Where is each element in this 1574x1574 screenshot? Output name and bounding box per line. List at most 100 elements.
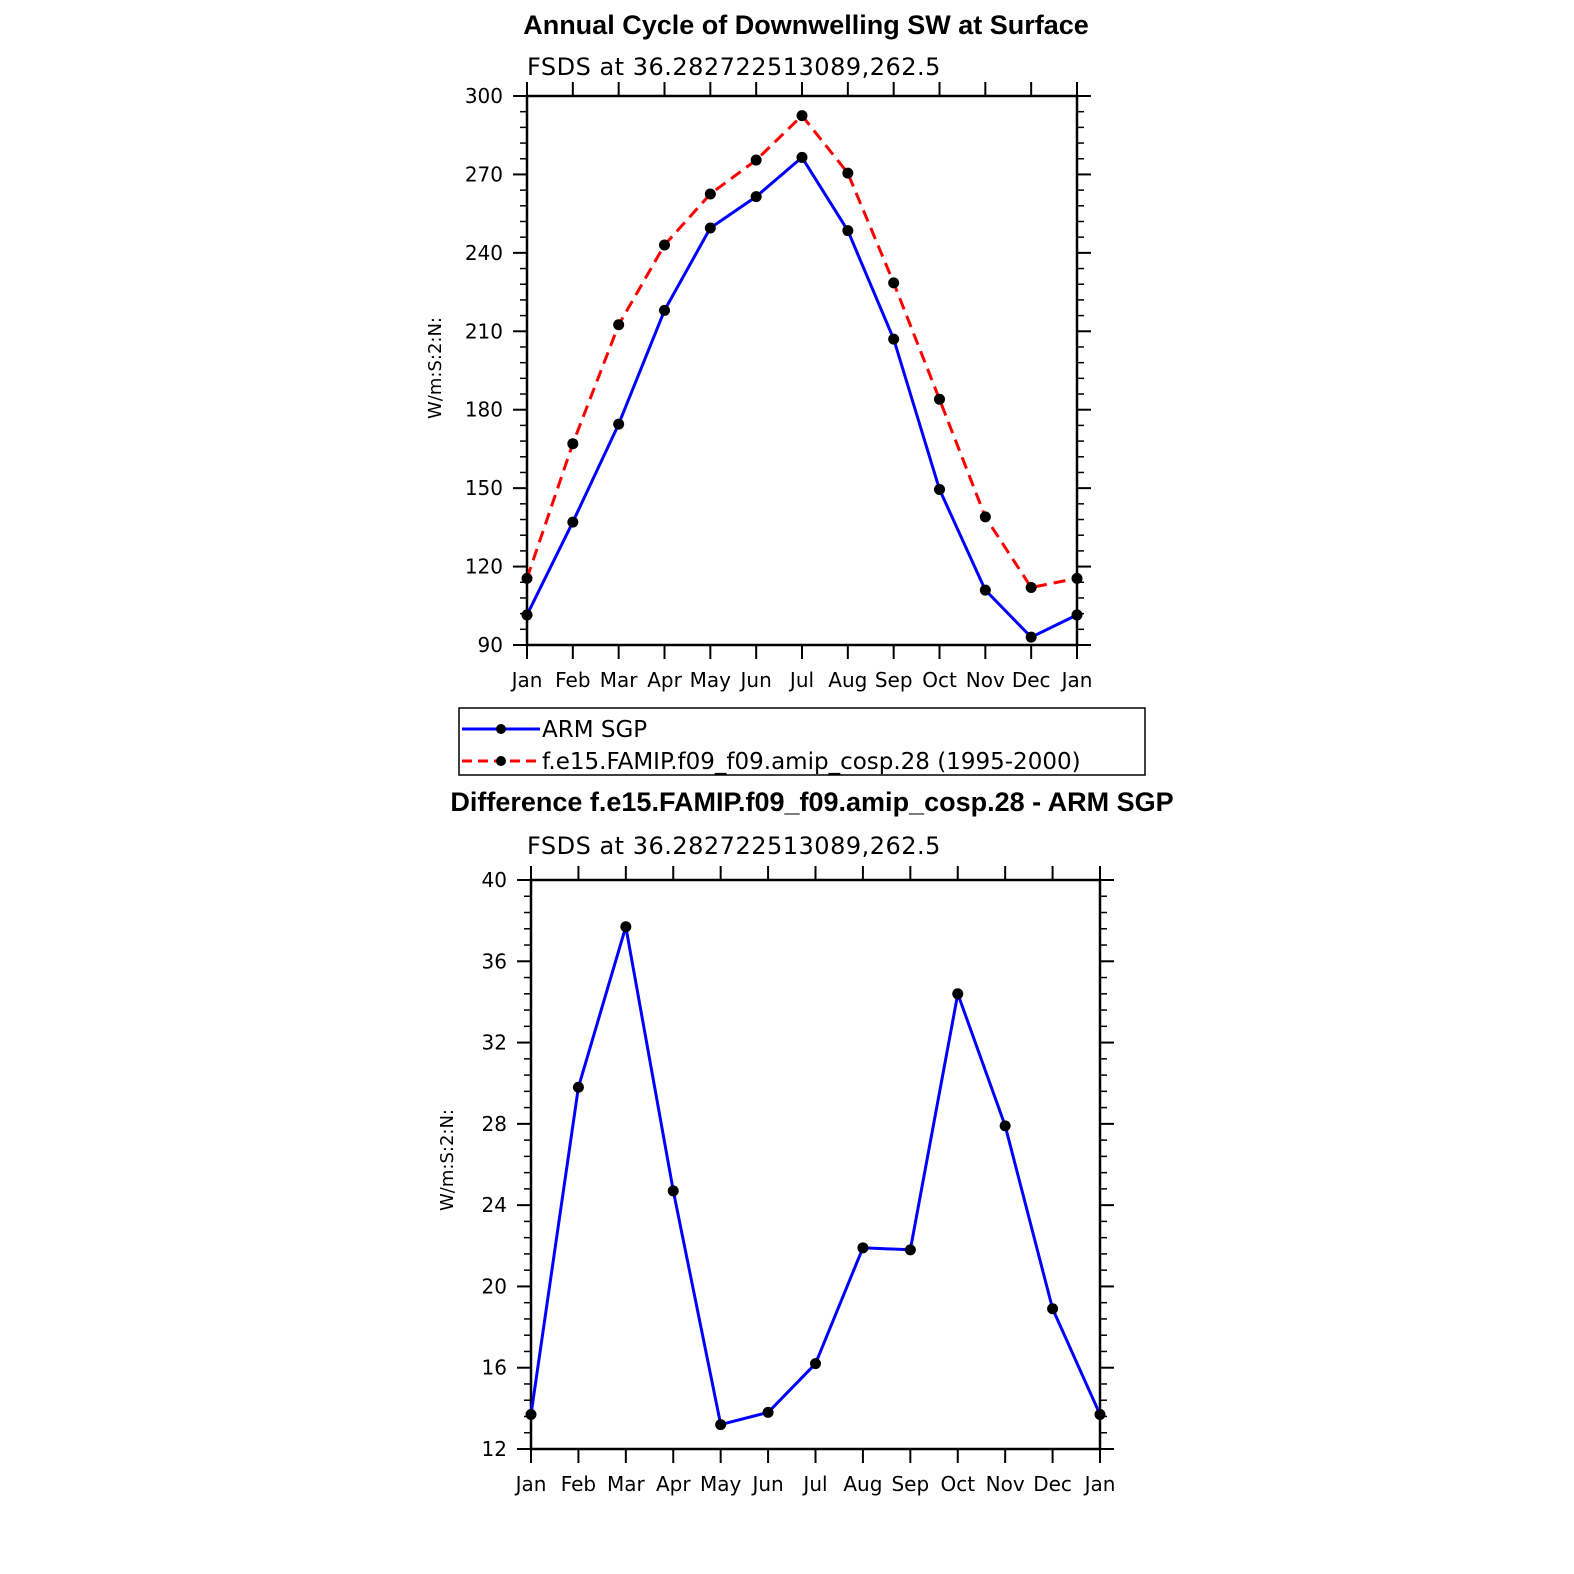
- y-tick-label: 16: [482, 1356, 507, 1380]
- data-point-series-0-1: [572, 1081, 584, 1093]
- x-tick-label: Aug: [828, 668, 867, 692]
- x-tick-label: Sep: [875, 668, 913, 692]
- series-line-1: [525, 114, 1078, 589]
- legend-entry-arm-sgp: ARM SGP: [462, 717, 647, 743]
- data-point-series-1-0: [521, 572, 533, 584]
- legend-entry-model: f.e15.FAMIP.f09_f09.amip_cosp.28 (1995-2…: [462, 749, 1081, 775]
- y-tick-label: 36: [482, 949, 507, 973]
- data-point-series-1-6: [796, 110, 808, 122]
- y-tick-label: 120: [465, 555, 503, 579]
- x-tick-label: Oct: [940, 1472, 975, 1496]
- data-point-series-1-1: [567, 438, 579, 450]
- x-tick-label: Feb: [555, 668, 590, 692]
- x-tick-label: Jun: [739, 668, 772, 692]
- data-point-series-0-10: [999, 1120, 1011, 1132]
- y-tick-label: 20: [482, 1274, 507, 1298]
- x-tick-label: Jan: [510, 668, 543, 692]
- chart-subtitle: FSDS at 36.282722513089,262.5: [527, 832, 941, 860]
- data-point-series-1-4: [704, 188, 716, 200]
- x-tick-label: Jul: [801, 1472, 827, 1496]
- chart-subtitle: FSDS at 36.282722513089,262.5: [527, 53, 941, 81]
- data-point-series-0-6: [810, 1358, 821, 1370]
- data-point-series-1-11: [1025, 581, 1037, 593]
- series-line-0: [525, 155, 1078, 639]
- legend-marker-model: [496, 756, 506, 766]
- data-point-series-1-9: [934, 393, 945, 405]
- data-point-series-0-9: [952, 988, 964, 1000]
- legend-box: [458, 707, 1146, 776]
- data-point-series-0-11: [1025, 631, 1037, 643]
- data-point-series-0-8: [904, 1244, 916, 1256]
- y-axis-label: W/m:S:2:N:: [437, 1109, 458, 1211]
- x-tick-label: Apr: [647, 668, 682, 692]
- y-tick-label: 24: [482, 1193, 507, 1217]
- data-point-series-0-12: [1094, 1408, 1106, 1420]
- data-point-series-0-11: [1047, 1303, 1059, 1315]
- data-point-series-0-6: [796, 151, 808, 163]
- chart-title: Difference f.e15.FAMIP.f09_f09.amip_cosp…: [450, 787, 1173, 817]
- data-point-series-0-0: [521, 609, 533, 621]
- chart-difference: Difference f.e15.FAMIP.f09_f09.amip_cosp…: [437, 787, 1174, 1496]
- y-tick-label: 40: [482, 868, 507, 892]
- series-line-0: [529, 925, 1102, 1427]
- data-point-series-1-8: [888, 277, 900, 289]
- data-point-series-0-1: [567, 516, 579, 528]
- y-tick-label: 32: [482, 1031, 507, 1055]
- x-tick-label: Jan: [514, 1472, 547, 1496]
- x-tick-label: Jan: [1060, 668, 1093, 692]
- plot-frame: [525, 94, 1079, 647]
- y-tick-label: 270: [465, 162, 503, 186]
- data-point-series-0-7: [857, 1242, 869, 1254]
- chart-title: Annual Cycle of Downwelling SW at Surfac…: [523, 10, 1089, 40]
- y-tick-label: 300: [465, 84, 503, 108]
- x-tick-label: Jul: [788, 668, 814, 692]
- data-point-series-0-7: [842, 225, 854, 237]
- data-point-series-0-3: [659, 304, 670, 316]
- x-tick-label: Sep: [891, 1472, 929, 1496]
- y-tick-label: 240: [465, 241, 503, 265]
- data-point-series-0-12: [1071, 609, 1083, 621]
- data-point-series-1-12: [1071, 572, 1083, 584]
- x-tick-label: Feb: [561, 1472, 596, 1496]
- data-point-series-1-2: [613, 319, 625, 331]
- x-tick-label: Dec: [1012, 668, 1051, 692]
- data-point-series-0-8: [888, 333, 900, 345]
- x-tick-label: Jun: [750, 1472, 783, 1496]
- y-tick-label: 90: [478, 633, 503, 657]
- legend-marker-arm-sgp: [496, 724, 506, 734]
- data-point-series-0-4: [715, 1419, 727, 1431]
- data-point-series-1-5: [750, 154, 762, 166]
- y-tick-label: 12: [482, 1437, 507, 1461]
- x-tick-label: Aug: [843, 1472, 882, 1496]
- data-point-series-0-3: [667, 1185, 679, 1197]
- y-tick-label: 210: [465, 319, 503, 343]
- plot-area-bottom: 12 16 20 24 28 32 36 40 Jan Feb Mar Apr May Jun Jul Aug…: [482, 866, 1116, 1496]
- x-tick-label: Apr: [656, 1472, 691, 1496]
- data-point-series-0-5: [750, 191, 762, 203]
- x-tick-label: May: [700, 1472, 742, 1496]
- x-tick-label: May: [690, 668, 732, 692]
- data-point-series-1-3: [659, 239, 670, 251]
- x-tick-label: Jan: [1083, 1472, 1116, 1496]
- data-point-series-1-10: [979, 511, 991, 523]
- data-point-series-0-0: [525, 1408, 537, 1420]
- y-tick-label: 180: [465, 398, 503, 422]
- x-tick-label: Oct: [922, 668, 957, 692]
- chart-annual-cycle: Annual Cycle of Downwelling SW at Surfac…: [425, 10, 1092, 692]
- data-point-series-0-2: [620, 921, 632, 933]
- data-point-series-1-7: [842, 167, 854, 179]
- y-tick-label: 150: [465, 476, 503, 500]
- legend: ARM SGP f.e15.FAMIP.f09_f09.amip_cosp.28…: [458, 707, 1146, 776]
- data-point-series-0-2: [613, 418, 625, 430]
- x-tick-label: Dec: [1033, 1472, 1072, 1496]
- y-axis-label: W/m:S:2:N:: [425, 317, 446, 419]
- plot-area-top: 90 120 150 180 210 240 270 300 Jan Feb Mar Apr May Ju…: [465, 82, 1093, 692]
- data-point-series-0-10: [979, 584, 991, 596]
- y-tick-label: 28: [482, 1112, 507, 1136]
- x-tick-label: Nov: [986, 1472, 1025, 1496]
- data-point-series-0-9: [934, 483, 945, 495]
- x-tick-label: Mar: [607, 1472, 646, 1496]
- data-point-series-0-5: [762, 1406, 774, 1418]
- data-point-series-0-4: [704, 222, 716, 234]
